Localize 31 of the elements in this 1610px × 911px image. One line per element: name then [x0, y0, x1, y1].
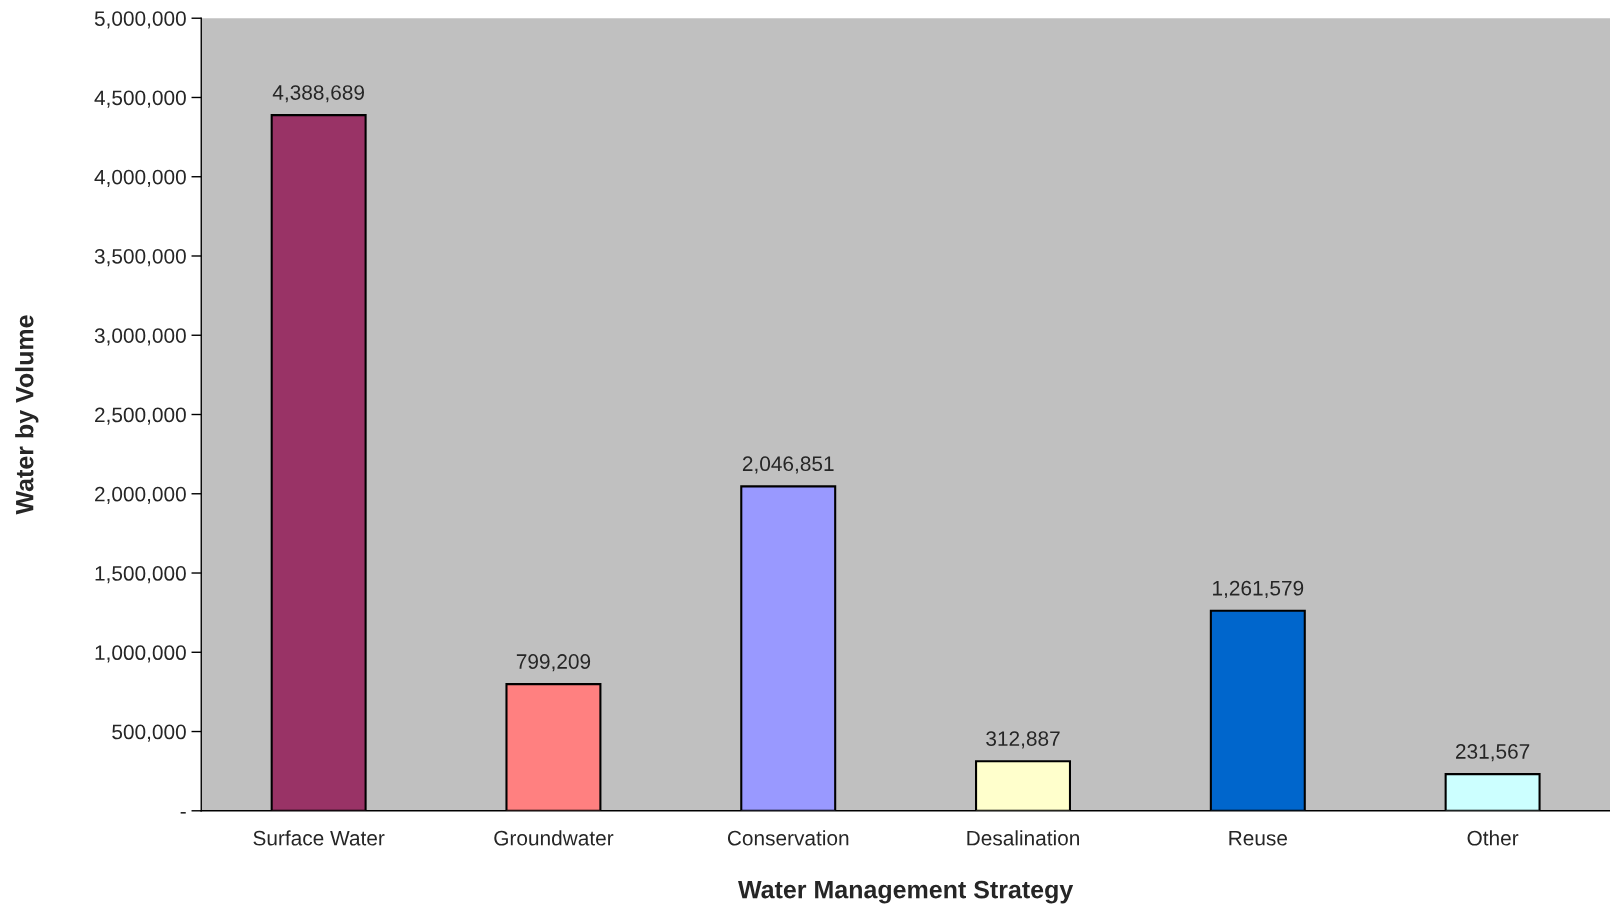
bar	[975, 760, 1072, 811]
y-tick-label: 4,500,000	[94, 90, 186, 108]
x-tick-label: Other	[1467, 830, 1519, 846]
y-tick-label: 2,000,000	[95, 486, 186, 504]
y-tick-label: 1,000,000	[95, 645, 186, 663]
data-label: 231,567	[1456, 744, 1530, 762]
y-tick-label: 4,000,000	[94, 169, 186, 187]
bar	[1444, 773, 1541, 811]
x-tick-label: Conservation	[727, 830, 849, 846]
data-label: 2,046,851	[742, 456, 834, 474]
data-label: 1,261,579	[1213, 580, 1304, 599]
y-tick-label: -	[180, 811, 186, 814]
y-tick-label: 3,500,000	[94, 248, 186, 267]
bar	[1209, 609, 1306, 811]
data-label: 799,209	[516, 654, 591, 672]
y-tick-label: 3,000,000	[94, 328, 186, 346]
y-tick-label: 1,500,000	[95, 566, 186, 584]
data-label: 4,388,689	[272, 85, 364, 103]
y-tick-label: 500,000	[112, 724, 186, 742]
y-tick-label: 2,500,000	[95, 407, 186, 425]
x-tick-label: Groundwater	[494, 830, 614, 846]
data-label: 312,887	[986, 731, 1060, 749]
x-axis-title: Water Management Strategy	[738, 880, 1074, 904]
bar	[740, 485, 837, 811]
x-tick-label: Surface Water	[253, 830, 385, 846]
x-tick-label: Reuse	[1229, 831, 1287, 846]
y-tick-label: 5,000,000	[94, 11, 186, 29]
bar	[505, 683, 602, 811]
x-tick-label: Desalination	[967, 830, 1079, 846]
bar	[270, 114, 367, 811]
y-axis-title: Water by Volume	[15, 315, 39, 515]
